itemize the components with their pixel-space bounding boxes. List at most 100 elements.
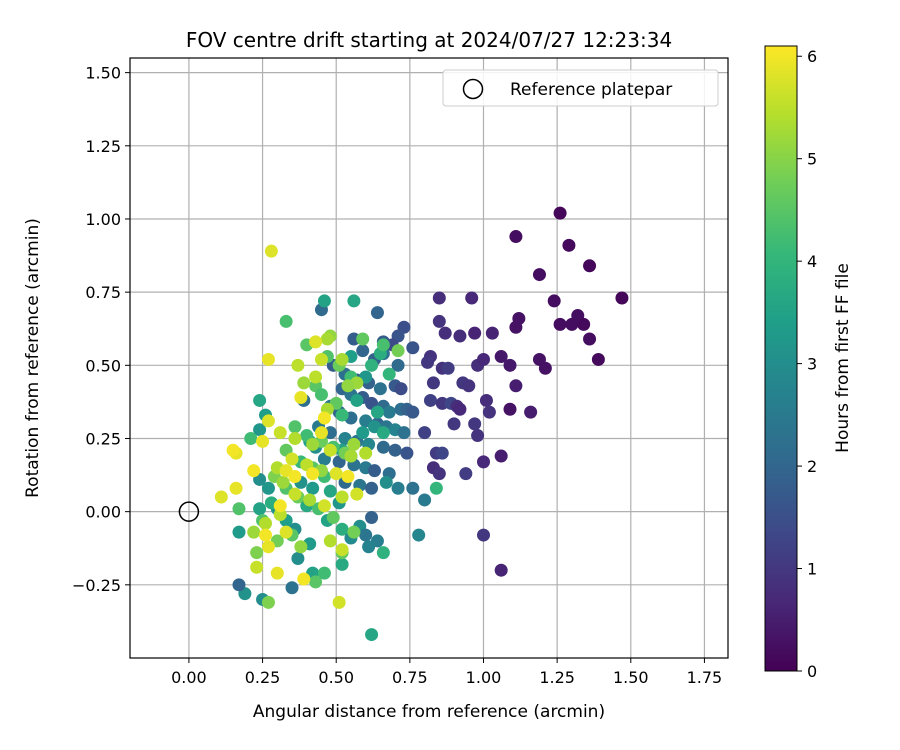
data-point bbox=[376, 426, 390, 440]
data-point bbox=[279, 525, 293, 539]
data-point bbox=[479, 393, 493, 407]
data-point bbox=[583, 259, 597, 273]
data-point bbox=[359, 528, 373, 542]
data-point bbox=[577, 317, 591, 331]
plot-frame bbox=[129, 57, 729, 659]
y-tick-label: 1.25 bbox=[85, 137, 121, 156]
data-point bbox=[341, 379, 355, 393]
data-point bbox=[264, 244, 278, 258]
data-point bbox=[317, 499, 331, 513]
data-point bbox=[335, 352, 349, 366]
data-point bbox=[494, 350, 508, 364]
data-point bbox=[273, 499, 287, 513]
data-point bbox=[382, 367, 396, 381]
data-point bbox=[232, 502, 246, 516]
data-point bbox=[373, 382, 387, 396]
data-point bbox=[261, 481, 275, 495]
chart-title: FOV centre drift starting at 2024/07/27 … bbox=[186, 28, 672, 52]
data-point bbox=[583, 332, 597, 346]
data-point bbox=[314, 426, 328, 440]
data-point bbox=[317, 294, 331, 308]
data-point bbox=[259, 516, 273, 530]
data-point bbox=[214, 490, 228, 504]
data-point bbox=[468, 417, 482, 431]
data-point bbox=[471, 429, 485, 443]
x-tick-label: 0.75 bbox=[392, 668, 428, 687]
x-tick-label: 1.50 bbox=[613, 668, 649, 687]
data-point bbox=[232, 525, 246, 539]
data-point bbox=[344, 449, 358, 463]
data-point bbox=[553, 206, 567, 220]
data-point bbox=[347, 294, 361, 308]
y-tick-label: 1.50 bbox=[85, 64, 121, 83]
y-tick-label: 0.75 bbox=[85, 283, 121, 302]
data-point bbox=[532, 268, 546, 282]
data-point bbox=[509, 320, 523, 334]
data-point bbox=[229, 481, 243, 495]
y-tick-label: −0.25 bbox=[72, 576, 121, 595]
data-point bbox=[379, 475, 393, 489]
y-tick-label: 1.00 bbox=[85, 210, 121, 229]
data-point bbox=[362, 540, 376, 554]
data-point bbox=[335, 557, 349, 571]
data-point bbox=[553, 317, 567, 331]
data-point bbox=[524, 405, 538, 419]
data-point bbox=[359, 446, 373, 460]
data-point bbox=[314, 388, 328, 402]
data-point bbox=[432, 467, 446, 481]
data-point bbox=[317, 566, 331, 580]
data-point bbox=[509, 230, 523, 244]
data-point bbox=[309, 370, 323, 384]
data-point bbox=[356, 426, 370, 440]
data-point bbox=[418, 426, 432, 440]
data-point bbox=[370, 405, 384, 419]
data-point bbox=[365, 481, 379, 495]
data-points bbox=[214, 206, 629, 642]
data-point bbox=[538, 361, 552, 375]
data-point bbox=[335, 490, 349, 504]
data-point bbox=[309, 335, 323, 349]
data-point bbox=[476, 455, 490, 469]
data-point bbox=[270, 566, 284, 580]
data-point bbox=[391, 344, 405, 358]
data-point bbox=[432, 314, 446, 328]
data-point bbox=[406, 341, 420, 355]
data-point bbox=[565, 317, 579, 331]
data-point bbox=[261, 595, 275, 609]
data-point bbox=[261, 414, 275, 428]
data-point bbox=[314, 352, 328, 366]
data-point bbox=[256, 434, 270, 448]
data-point bbox=[397, 426, 411, 440]
data-point bbox=[365, 358, 379, 372]
data-point bbox=[370, 306, 384, 320]
data-point bbox=[294, 540, 308, 554]
data-point bbox=[547, 294, 561, 308]
grid-lines bbox=[130, 58, 728, 658]
data-point bbox=[503, 402, 517, 416]
data-point bbox=[247, 464, 261, 478]
data-point bbox=[503, 358, 517, 372]
data-point bbox=[482, 405, 496, 419]
data-point bbox=[615, 291, 629, 305]
data-point bbox=[432, 291, 446, 305]
x-tick-label: 0.00 bbox=[171, 668, 207, 687]
data-point bbox=[494, 449, 508, 463]
data-point bbox=[335, 408, 349, 422]
colorbar-tick-label: 5 bbox=[807, 150, 817, 169]
y-axis-ticks: −0.25 0.00 0.25 0.50 0.75 1.00 1.25 1.50 bbox=[72, 64, 130, 595]
data-point bbox=[261, 352, 275, 366]
data-point bbox=[341, 470, 355, 484]
data-point bbox=[476, 352, 490, 366]
colorbar-tick-label: 3 bbox=[807, 355, 817, 374]
data-point bbox=[400, 446, 414, 460]
data-point bbox=[288, 431, 302, 445]
data-point bbox=[382, 405, 396, 419]
data-point bbox=[365, 628, 379, 642]
data-point bbox=[320, 332, 334, 346]
reference-platepar-marker bbox=[178, 501, 200, 522]
data-point bbox=[335, 522, 349, 536]
legend-open-circle-marker bbox=[462, 78, 484, 100]
data-point bbox=[253, 502, 267, 516]
legend: Reference platepar bbox=[442, 69, 719, 107]
